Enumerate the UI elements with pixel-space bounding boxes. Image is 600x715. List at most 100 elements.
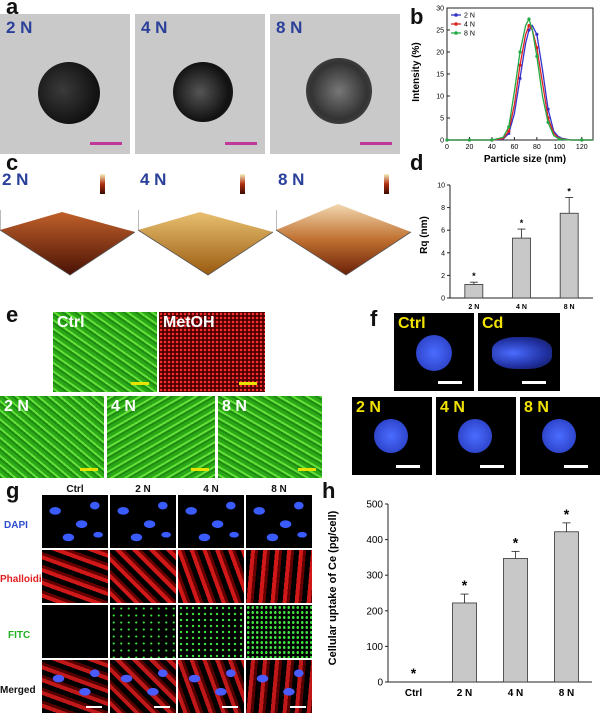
scale-bar <box>225 142 257 145</box>
column-header: 2 N <box>135 484 151 495</box>
scale-bar <box>522 381 546 384</box>
data-point <box>507 125 511 129</box>
comet-image-4n: 4 N <box>436 397 516 475</box>
x-tick-label: 80 <box>533 144 541 151</box>
y-tick-label: 0 <box>377 678 383 689</box>
live-cell-image-8n: 8 N <box>218 396 322 478</box>
row-label-dapi: DAPI <box>4 520 28 531</box>
scale-bar <box>564 465 588 468</box>
nanoparticle <box>173 62 233 122</box>
scale-bar <box>438 381 462 384</box>
y-tick-label: 6 <box>441 228 445 235</box>
panel-label-e: e <box>6 302 19 327</box>
significance-marker: * <box>564 506 570 522</box>
afm-image-4n: 4 N <box>138 170 273 300</box>
legend-entry: 4 N <box>464 22 475 29</box>
image-label: 8 N <box>524 399 549 416</box>
image-label: Ctrl <box>398 315 426 332</box>
scale-bar <box>90 142 122 145</box>
y-tick-label: 10 <box>436 94 444 101</box>
fluorescence-image-dapi <box>178 495 244 548</box>
comet-image-2n: 2 N <box>352 397 432 475</box>
y-tick-label: 0 <box>441 295 445 302</box>
fluorescence-image-merged <box>178 660 244 713</box>
column-header: 4 N <box>203 484 219 495</box>
image-label: 2 N <box>356 399 381 416</box>
data-point <box>518 50 522 54</box>
scale-bar <box>480 465 504 468</box>
fluorescence-image-phalloidin <box>110 550 176 603</box>
legend-marker <box>454 22 458 26</box>
x-tick-label: 100 <box>553 144 565 151</box>
y-tick-label: 4 <box>441 250 445 257</box>
significance-marker: * <box>462 577 468 593</box>
bar <box>512 237 531 299</box>
data-point <box>507 129 511 133</box>
y-tick-label: 30 <box>436 6 444 13</box>
afm-surface <box>0 210 135 276</box>
panel-label-f: f <box>370 306 378 331</box>
y-tick-label: 2 <box>441 273 445 280</box>
image-label: 2 N <box>2 170 29 189</box>
y-axis-label: Intensity (%) <box>411 42 422 101</box>
x-tick-label: 120 <box>576 144 588 151</box>
data-point <box>535 54 539 59</box>
x-tick-label: 0 <box>445 144 449 151</box>
y-tick-label: 500 <box>366 500 383 511</box>
data-point <box>445 138 449 142</box>
data-point <box>557 137 561 141</box>
data-point <box>467 138 472 142</box>
scale-bar <box>222 706 238 708</box>
size-distribution-chart: 0 20 40 60 80 100 120 0 5 10 15 20 25 30 2 N 4 N 8 N Par… <box>411 6 594 165</box>
data-point <box>546 120 550 124</box>
bar <box>559 212 579 299</box>
color-scale <box>384 174 389 194</box>
image-label: 8 N <box>222 398 247 415</box>
fluorescence-image-phalloidin <box>246 550 312 603</box>
fluorescence-image-merged <box>246 660 312 713</box>
y-tick-label: 25 <box>436 28 444 35</box>
significance-marker: * <box>411 665 417 681</box>
afm-image-8n: 8 N <box>276 170 411 300</box>
fluorescence-image-merged <box>42 660 108 713</box>
fluorescence-image-fitc <box>178 605 244 658</box>
nucleus <box>542 419 576 453</box>
scale-bar <box>154 706 170 708</box>
significance-marker: * <box>520 218 524 228</box>
y-axis-label: Cellular uptake of Ce (pg/cell) <box>327 510 339 665</box>
data-point <box>535 32 539 37</box>
live-cell-image-4n: 4 N <box>107 396 215 478</box>
y-tick-label: 200 <box>366 606 383 617</box>
y-tick-label: 10 <box>437 182 445 189</box>
panel-label-d: d <box>410 150 424 175</box>
image-label: Cd <box>482 315 504 332</box>
panel-label-g: g <box>6 478 20 503</box>
scale-bar <box>396 465 420 468</box>
y-axis-label: Rq (nm) <box>419 216 430 254</box>
image-label: 8 N <box>276 18 303 37</box>
tem-image-4n: 4 N <box>135 14 265 154</box>
image-label: 4 N <box>111 398 136 415</box>
data-point <box>518 63 522 67</box>
x-tick-label: 40 <box>488 144 496 151</box>
x-tick-label: Ctrl <box>405 688 422 699</box>
afm-surface <box>276 204 411 276</box>
data-point <box>490 138 494 142</box>
x-tick-label: 4 N <box>508 688 524 699</box>
dead-cell-image-metoh: MetOH <box>159 312 265 392</box>
scale-bar <box>80 468 98 471</box>
panel-label-h: h <box>322 478 336 503</box>
bar <box>464 284 484 299</box>
live-cell-image-2n: 2 N <box>0 396 104 478</box>
rq-bar-chart: 0 2 4 6 8 10 * 2 N * 4 N * 8 N Rq (nm) <box>419 182 593 311</box>
scale-bar <box>191 468 209 471</box>
x-tick-label: 4 N <box>516 304 527 311</box>
image-label: 8 N <box>278 170 305 189</box>
fluorescence-image-fitc <box>42 605 108 658</box>
legend-marker <box>454 13 458 17</box>
column-header: Ctrl <box>66 484 84 495</box>
row-label-merged: Merged <box>0 685 36 696</box>
comet-tail <box>492 337 552 369</box>
series-line-2n <box>447 24 593 141</box>
comet-image-ctrl: Ctrl <box>394 313 474 391</box>
